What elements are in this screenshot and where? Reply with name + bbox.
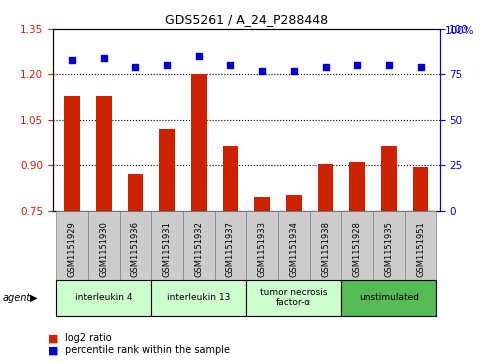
Bar — [278, 211, 310, 287]
Bar — [341, 280, 436, 316]
Text: agent: agent — [2, 293, 30, 303]
Bar — [120, 211, 151, 287]
Point — [354, 62, 361, 68]
Point — [100, 55, 108, 61]
Bar — [405, 211, 436, 287]
Bar — [223, 146, 239, 211]
Bar — [183, 211, 214, 287]
Bar — [286, 195, 302, 211]
Point — [131, 64, 139, 70]
Text: GSM1151934: GSM1151934 — [289, 221, 298, 277]
Text: interleukin 13: interleukin 13 — [167, 293, 230, 302]
Text: GSM1151951: GSM1151951 — [416, 221, 425, 277]
Point — [163, 62, 171, 68]
Text: tumor necrosis
factor-α: tumor necrosis factor-α — [260, 288, 327, 307]
Point — [322, 64, 329, 70]
Bar — [412, 167, 428, 211]
Bar — [191, 74, 207, 211]
Text: unstimulated: unstimulated — [359, 293, 419, 302]
Point — [290, 68, 298, 74]
Text: ▶: ▶ — [30, 293, 38, 303]
Bar — [64, 95, 80, 211]
Bar — [246, 280, 341, 316]
Title: GDS5261 / A_24_P288448: GDS5261 / A_24_P288448 — [165, 13, 328, 26]
Bar — [96, 95, 112, 211]
Bar — [349, 162, 365, 211]
Text: GSM1151932: GSM1151932 — [194, 221, 203, 277]
Bar — [151, 211, 183, 287]
Text: GSM1151938: GSM1151938 — [321, 221, 330, 277]
Bar — [373, 211, 405, 287]
Bar — [57, 211, 88, 287]
Text: interleukin 4: interleukin 4 — [75, 293, 132, 302]
Text: GSM1151928: GSM1151928 — [353, 221, 362, 277]
Bar — [246, 211, 278, 287]
Text: ■: ■ — [48, 333, 59, 343]
Bar — [341, 211, 373, 287]
Bar — [254, 197, 270, 211]
Bar — [151, 280, 246, 316]
Text: percentile rank within the sample: percentile rank within the sample — [65, 345, 230, 355]
Bar — [310, 211, 341, 287]
Text: 100%: 100% — [445, 26, 475, 36]
Point — [68, 57, 76, 63]
Bar — [318, 164, 333, 211]
Bar — [57, 280, 151, 316]
Point — [385, 62, 393, 68]
Bar — [381, 146, 397, 211]
Bar — [128, 174, 143, 211]
Text: GSM1151929: GSM1151929 — [68, 221, 77, 277]
Text: GSM1151930: GSM1151930 — [99, 221, 108, 277]
Text: GSM1151935: GSM1151935 — [384, 221, 393, 277]
Point — [258, 68, 266, 74]
Text: GSM1151931: GSM1151931 — [163, 221, 171, 277]
Bar — [214, 211, 246, 287]
Point — [417, 64, 425, 70]
Bar — [88, 211, 120, 287]
Text: ■: ■ — [48, 345, 59, 355]
Text: GSM1151937: GSM1151937 — [226, 221, 235, 277]
Text: log2 ratio: log2 ratio — [65, 333, 112, 343]
Text: GSM1151933: GSM1151933 — [257, 221, 267, 277]
Text: GSM1151936: GSM1151936 — [131, 221, 140, 277]
Point — [227, 62, 234, 68]
Bar — [159, 129, 175, 211]
Point — [195, 53, 203, 59]
